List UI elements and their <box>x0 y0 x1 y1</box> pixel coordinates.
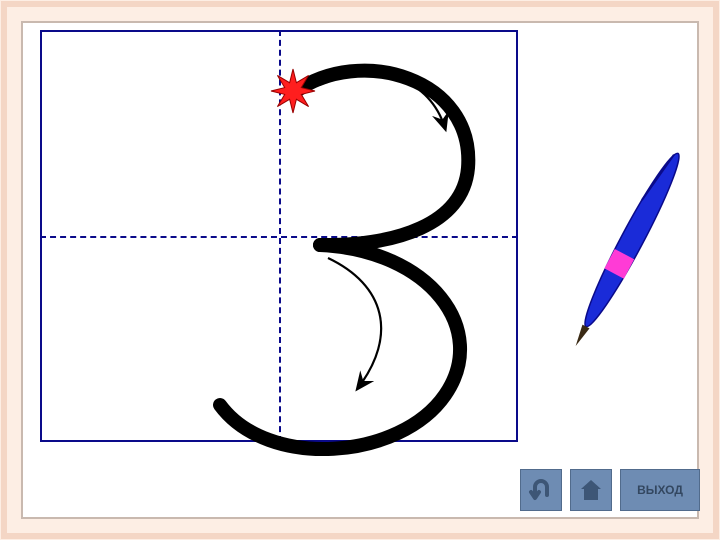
page-root: ВЫХОД <box>0 0 720 540</box>
home-button[interactable] <box>570 469 612 511</box>
numeral-upper-stroke <box>295 71 468 245</box>
house-icon <box>576 475 606 505</box>
guide-arrow-lower <box>328 258 381 388</box>
start-star-icon <box>271 69 315 113</box>
exit-button-label: ВЫХОД <box>637 483 683 497</box>
pen-icon <box>566 148 688 351</box>
glyph-layer <box>0 0 720 540</box>
exit-button[interactable]: ВЫХОД <box>620 469 700 511</box>
u-turn-icon <box>526 475 556 505</box>
numeral-lower-stroke <box>220 245 460 449</box>
back-button[interactable] <box>520 469 562 511</box>
